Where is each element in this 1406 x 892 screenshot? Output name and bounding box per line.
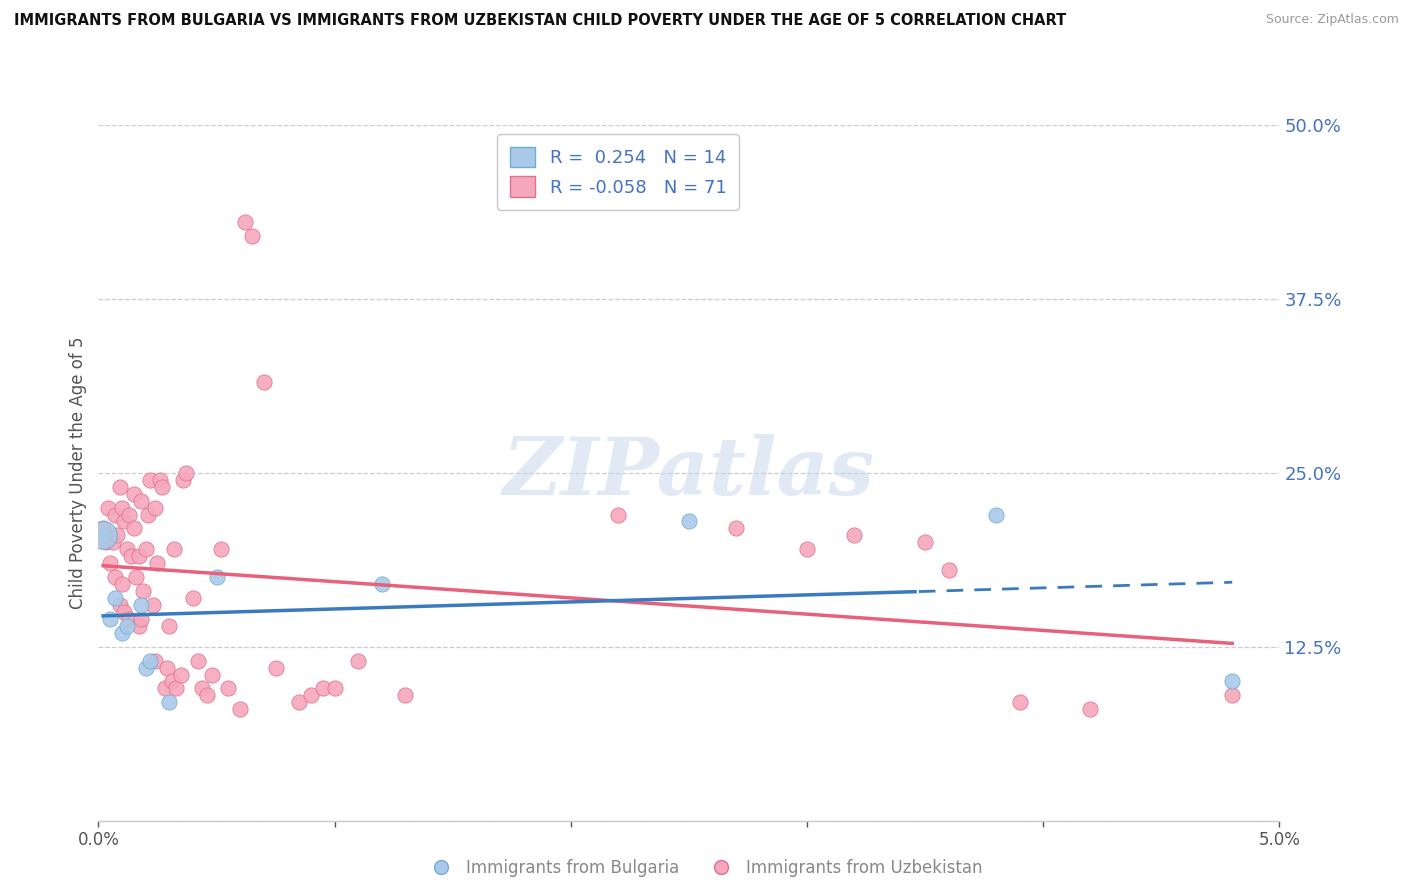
Point (118, 612, 141, 626)
Point (914, 535, 936, 549)
Point (678, 515, 700, 529)
Point (125, 570, 148, 584)
Point (104, 591, 127, 605)
Point (143, 654, 166, 668)
Point (129, 612, 152, 626)
Point (240, 229, 263, 244)
Point (201, 667, 224, 681)
Point (160, 674, 183, 689)
Text: IMMIGRANTS FROM BULGARIA VS IMMIGRANTS FROM UZBEKISTAN CHILD POVERTY UNDER THE A: IMMIGRANTS FROM BULGARIA VS IMMIGRANTS F… (14, 13, 1066, 29)
Point (129, 493, 152, 508)
Point (142, 598, 165, 612)
Point (101, 535, 124, 549)
Point (157, 619, 180, 633)
Point (1008, 695, 1031, 709)
Point (253, 376, 276, 390)
Point (347, 654, 370, 668)
Point (156, 660, 179, 674)
Point (104, 570, 127, 584)
Point (91, 528, 114, 542)
Point (115, 619, 138, 633)
Point (94, 535, 117, 549)
Point (135, 660, 157, 674)
Text: ZIPatlas: ZIPatlas (503, 434, 875, 511)
Point (150, 480, 173, 494)
Point (844, 528, 866, 542)
Point (91, 521, 114, 535)
Point (129, 598, 152, 612)
Point (181, 591, 204, 605)
Point (136, 508, 159, 522)
Point (146, 556, 169, 570)
Point (143, 500, 166, 515)
Y-axis label: Child Poverty Under the Age of 5: Child Poverty Under the Age of 5 (69, 336, 87, 609)
Point (264, 660, 287, 674)
Point (205, 570, 228, 584)
Point (112, 515, 135, 529)
Point (111, 577, 134, 591)
Point (112, 605, 135, 619)
Point (163, 542, 186, 557)
Point (394, 689, 416, 703)
Point (128, 619, 150, 633)
Point (984, 508, 1007, 522)
Point (108, 598, 131, 612)
Point (229, 702, 252, 716)
Point (128, 549, 150, 564)
Point (217, 681, 239, 696)
Point (1220, 674, 1243, 689)
Point (111, 500, 134, 515)
Point (118, 508, 141, 522)
Point (172, 473, 194, 487)
Point (938, 563, 960, 577)
Point (371, 577, 394, 591)
Point (122, 521, 145, 535)
Point (98, 612, 121, 626)
Point (139, 654, 162, 668)
Text: Source: ZipAtlas.com: Source: ZipAtlas.com (1265, 13, 1399, 27)
Point (288, 695, 311, 709)
Point (725, 521, 748, 535)
Point (132, 584, 155, 599)
Point (105, 528, 128, 542)
Point (607, 508, 630, 522)
Point (111, 625, 134, 640)
Point (323, 681, 346, 696)
Point (115, 542, 138, 557)
Point (174, 466, 197, 480)
Point (209, 542, 232, 557)
Point (121, 549, 143, 564)
Point (299, 689, 322, 703)
Point (1220, 689, 1243, 703)
Point (796, 542, 818, 557)
Point (153, 681, 176, 696)
Point (98, 556, 121, 570)
Point (122, 486, 145, 500)
Point (97, 500, 120, 515)
Point (91, 528, 114, 542)
Point (191, 681, 214, 696)
Point (165, 681, 187, 696)
Point (149, 473, 172, 487)
Point (195, 689, 218, 703)
Legend: Immigrants from Bulgaria, Immigrants from Uzbekistan: Immigrants from Bulgaria, Immigrants fro… (418, 853, 988, 884)
Point (1080, 702, 1102, 716)
Point (104, 508, 127, 522)
Point (157, 695, 180, 709)
Point (139, 473, 162, 487)
Point (312, 681, 335, 696)
Point (187, 654, 209, 668)
Legend: R =  0.254   N = 14, R = -0.058   N = 71: R = 0.254 N = 14, R = -0.058 N = 71 (498, 134, 740, 210)
Point (233, 215, 256, 229)
Point (135, 542, 157, 557)
Point (170, 667, 193, 681)
Point (108, 480, 131, 494)
